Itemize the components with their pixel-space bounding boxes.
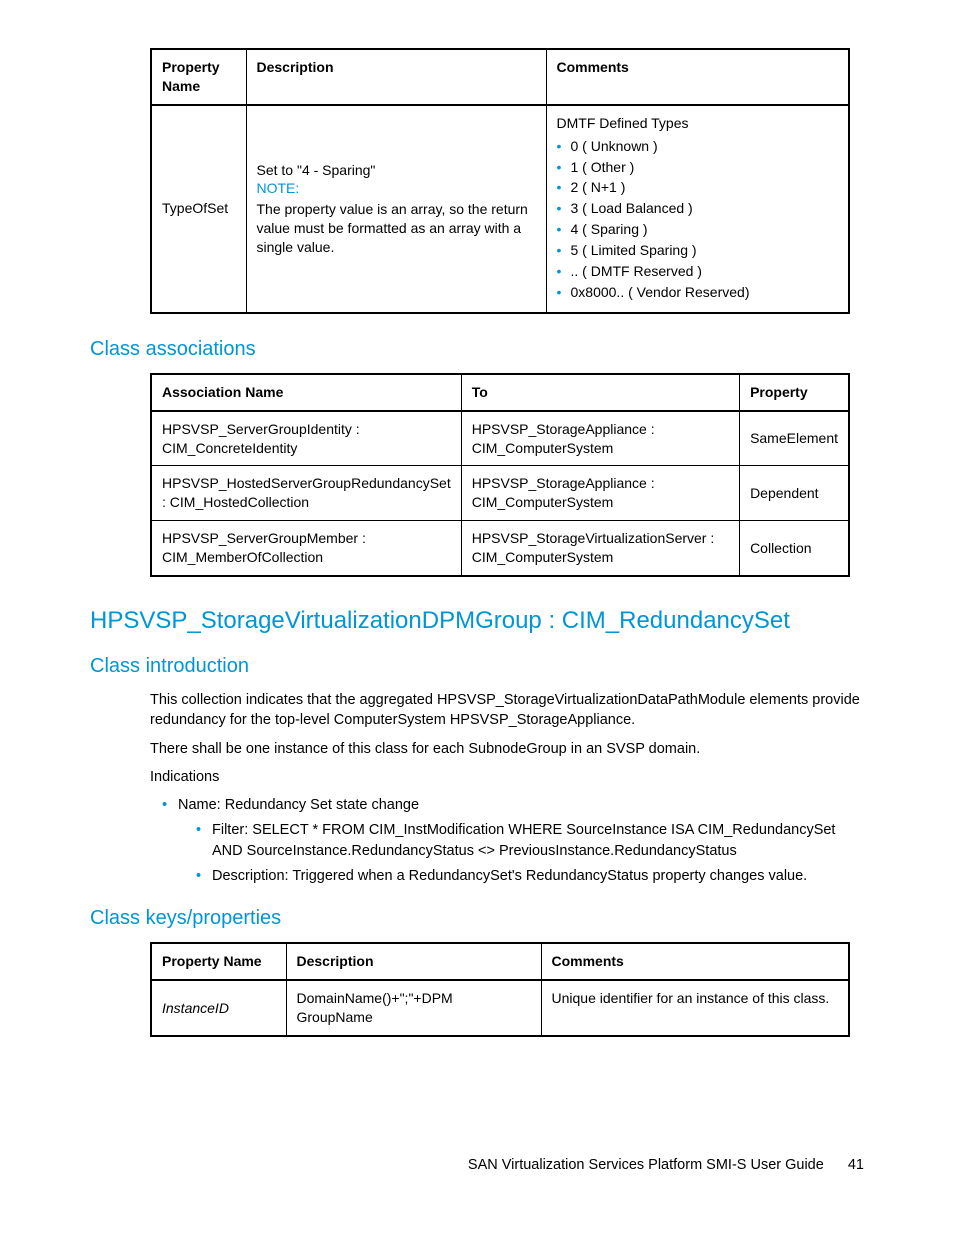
col-header: Comments	[546, 49, 849, 105]
col-header: Description	[286, 943, 541, 980]
sublist: Filter: SELECT * FROM CIM_InstModificati…	[196, 820, 864, 887]
cell: HPSVSP_StorageVirtualizationServer : CIM…	[461, 521, 739, 576]
col-header: Property Name	[151, 943, 286, 980]
comments-list: 0 ( Unknown ) 1 ( Other ) 2 ( N+1 ) 3 ( …	[557, 137, 839, 302]
note-body: The property value is an array, so the r…	[257, 200, 536, 257]
list-item: 2 ( N+1 )	[557, 178, 839, 197]
properties-table-1: Property Name Description Comments TypeO…	[150, 48, 850, 314]
cell: HPSVSP_ServerGroupIdentity : CIM_Concret…	[151, 411, 461, 466]
list-item: 0x8000.. ( Vendor Reserved)	[557, 283, 839, 302]
list-item: 1 ( Other )	[557, 158, 839, 177]
heading-main: HPSVSP_StorageVirtualizationDPMGroup : C…	[90, 607, 864, 635]
properties-table-3: Property Name Description Comments Insta…	[150, 942, 850, 1037]
cell: HPSVSP_ServerGroupMember : CIM_MemberOfC…	[151, 521, 461, 576]
cell: HPSVSP_StorageAppliance : CIM_ComputerSy…	[461, 411, 739, 466]
col-header: Property	[740, 374, 849, 411]
table-row: HPSVSP_HostedServerGroupRedundancySet : …	[151, 466, 849, 521]
table-row: HPSVSP_ServerGroupMember : CIM_MemberOfC…	[151, 521, 849, 576]
table-row: HPSVSP_ServerGroupIdentity : CIM_Concret…	[151, 411, 849, 466]
document-page: Property Name Description Comments TypeO…	[0, 0, 954, 1221]
indications-list: Name: Redundancy Set state change Filter…	[162, 795, 864, 887]
table-row: TypeOfSet Set to "4 - Sparing" NOTE: The…	[151, 105, 849, 313]
cell-description: Set to "4 - Sparing" NOTE: The property …	[246, 105, 546, 313]
list-item-text: Name: Redundancy Set state change	[178, 797, 419, 813]
cell: HPSVSP_HostedServerGroupRedundancySet : …	[151, 466, 461, 521]
list-item: Name: Redundancy Set state change Filter…	[162, 795, 864, 887]
list-item: 4 ( Sparing )	[557, 220, 839, 239]
comments-heading: DMTF Defined Types	[557, 114, 839, 133]
heading-class-associations: Class associations	[90, 338, 864, 361]
list-item: 5 ( Limited Sparing )	[557, 241, 839, 260]
page-footer: SAN Virtualization Services Platform SMI…	[90, 1157, 864, 1173]
associations-table: Association Name To Property HPSVSP_Serv…	[150, 373, 850, 577]
cell-comments: DMTF Defined Types 0 ( Unknown ) 1 ( Oth…	[546, 105, 849, 313]
cell-description: DomainName()+";"+DPM GroupName	[286, 980, 541, 1036]
col-header: Comments	[541, 943, 849, 980]
heading-class-introduction: Class introduction	[90, 655, 864, 678]
cell-comments: Unique identifier for an instance of thi…	[541, 980, 849, 1036]
col-header: To	[461, 374, 739, 411]
note-label: NOTE:	[257, 179, 536, 198]
footer-title: SAN Virtualization Services Platform SMI…	[468, 1157, 824, 1173]
cell-property-name: InstanceID	[151, 980, 286, 1036]
table-row: InstanceID DomainName()+";"+DPM GroupNam…	[151, 980, 849, 1036]
cell: HPSVSP_StorageAppliance : CIM_ComputerSy…	[461, 466, 739, 521]
list-item: Description: Triggered when a Redundancy…	[196, 866, 864, 887]
col-header: Association Name	[151, 374, 461, 411]
paragraph: Indications	[150, 767, 864, 787]
list-item: 0 ( Unknown )	[557, 137, 839, 156]
cell: Dependent	[740, 466, 849, 521]
cell: Collection	[740, 521, 849, 576]
desc-line: Set to "4 - Sparing"	[257, 161, 536, 180]
cell-property-name: TypeOfSet	[151, 105, 246, 313]
cell: SameElement	[740, 411, 849, 466]
col-header: Description	[246, 49, 546, 105]
list-item: 3 ( Load Balanced )	[557, 199, 839, 218]
heading-class-keys: Class keys/properties	[90, 907, 864, 930]
list-item: .. ( DMTF Reserved )	[557, 262, 839, 281]
col-header: Property Name	[151, 49, 246, 105]
list-item: Filter: SELECT * FROM CIM_InstModificati…	[196, 820, 864, 862]
paragraph: This collection indicates that the aggre…	[150, 690, 864, 731]
paragraph: There shall be one instance of this clas…	[150, 739, 864, 759]
page-number: 41	[848, 1157, 864, 1173]
